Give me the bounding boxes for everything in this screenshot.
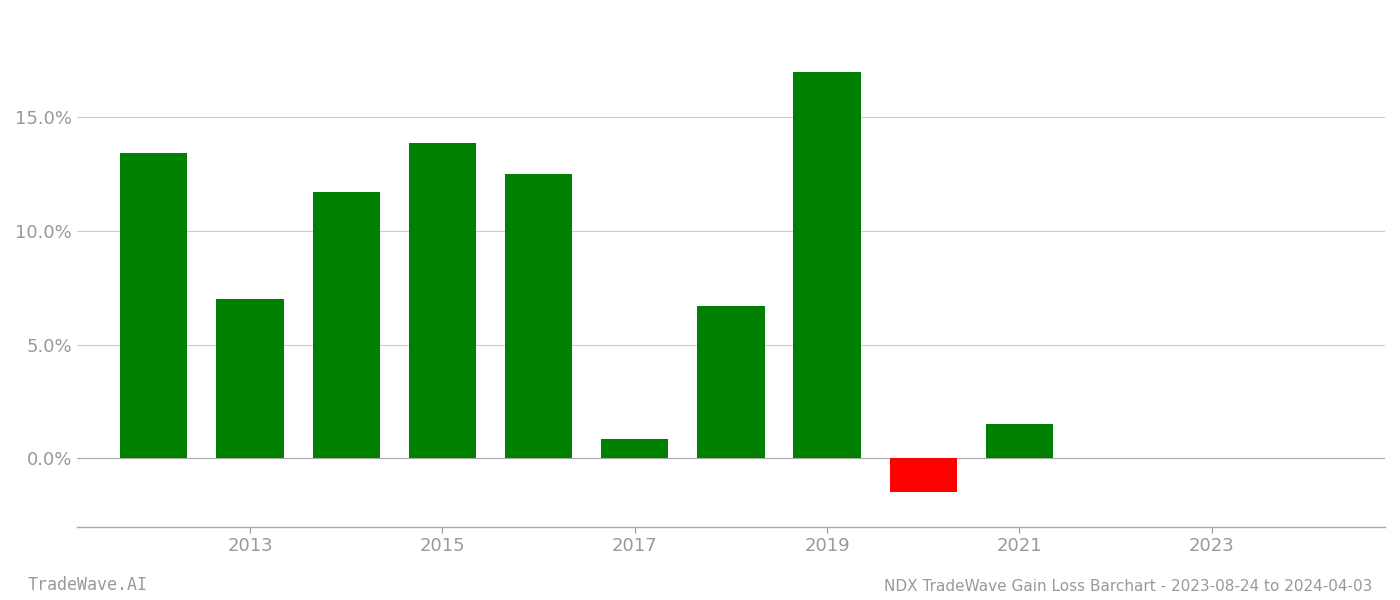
Text: NDX TradeWave Gain Loss Barchart - 2023-08-24 to 2024-04-03: NDX TradeWave Gain Loss Barchart - 2023-… (883, 579, 1372, 594)
Bar (217, 299, 284, 458)
Bar (409, 143, 476, 458)
Bar (889, 458, 958, 493)
Text: TradeWave.AI: TradeWave.AI (28, 576, 148, 594)
Bar (986, 424, 1053, 458)
Bar (601, 439, 668, 458)
Bar (697, 306, 764, 458)
Bar (312, 193, 379, 458)
Bar (120, 152, 188, 458)
Bar (505, 174, 573, 458)
Bar (794, 72, 861, 458)
